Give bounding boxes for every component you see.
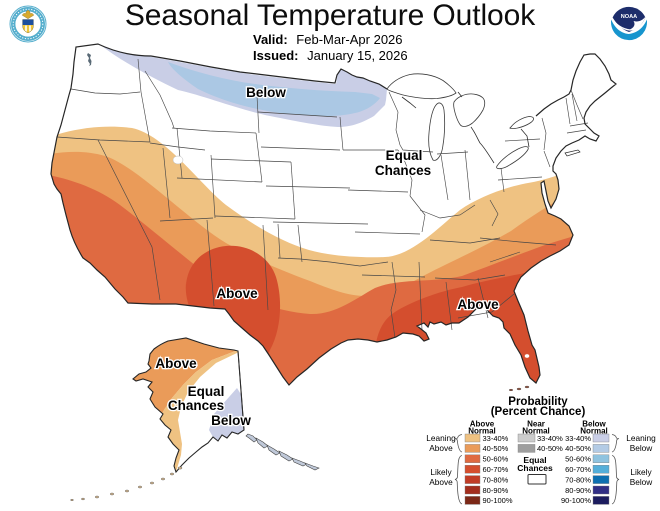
svg-text:33-40%: 33-40% [483, 434, 509, 443]
svg-text:Chances: Chances [168, 398, 224, 413]
svg-text:Equal: Equal [386, 148, 423, 163]
svg-text:Near: Near [527, 420, 545, 429]
svg-text:80-90%: 80-90% [483, 486, 509, 495]
svg-text:70-80%: 70-80% [565, 475, 591, 484]
svg-text:60-70%: 60-70% [483, 465, 509, 474]
svg-text:40-50%: 40-50% [537, 444, 563, 453]
svg-text:Likely: Likely [630, 467, 652, 477]
svg-text:Likely: Likely [430, 467, 452, 477]
svg-text:Above: Above [457, 297, 499, 312]
svg-text:Above: Above [470, 420, 495, 429]
svg-text:Below: Below [630, 443, 654, 453]
svg-text:40-50%: 40-50% [565, 444, 591, 453]
svg-text:Leaning: Leaning [626, 433, 656, 443]
svg-text:Above: Above [155, 356, 197, 371]
svg-text:Below: Below [211, 413, 251, 428]
svg-text:Equal: Equal [523, 455, 546, 465]
svg-text:Leaning: Leaning [426, 433, 456, 443]
svg-text:Chances: Chances [375, 163, 431, 178]
svg-text:33-40%: 33-40% [565, 434, 591, 443]
svg-text:Above: Above [429, 443, 453, 453]
svg-text:90-100%: 90-100% [483, 496, 513, 505]
svg-text:Below: Below [246, 85, 286, 100]
svg-text:Below: Below [630, 477, 654, 487]
svg-text:70-80%: 70-80% [483, 475, 509, 484]
svg-text:Normal: Normal [522, 427, 550, 436]
svg-text:33-40%: 33-40% [537, 434, 563, 443]
svg-text:40-50%: 40-50% [483, 444, 509, 453]
svg-text:50-60%: 50-60% [483, 455, 509, 464]
svg-text:50-60%: 50-60% [565, 455, 591, 464]
svg-text:Equal: Equal [188, 384, 225, 399]
svg-text:Normal: Normal [468, 427, 496, 436]
svg-text:80-90%: 80-90% [565, 486, 591, 495]
svg-text:NOAA: NOAA [621, 14, 637, 20]
svg-text:Probability: Probability [508, 396, 568, 408]
svg-text:90-100%: 90-100% [561, 496, 591, 505]
svg-text:Below: Below [582, 420, 606, 429]
svg-text:(Percent Chance): (Percent Chance) [491, 406, 586, 418]
svg-text:Normal: Normal [580, 427, 608, 436]
svg-text:Chances: Chances [517, 463, 553, 473]
svg-text:60-70%: 60-70% [565, 465, 591, 474]
svg-text:Above: Above [216, 286, 258, 301]
svg-text:Above: Above [429, 477, 453, 487]
